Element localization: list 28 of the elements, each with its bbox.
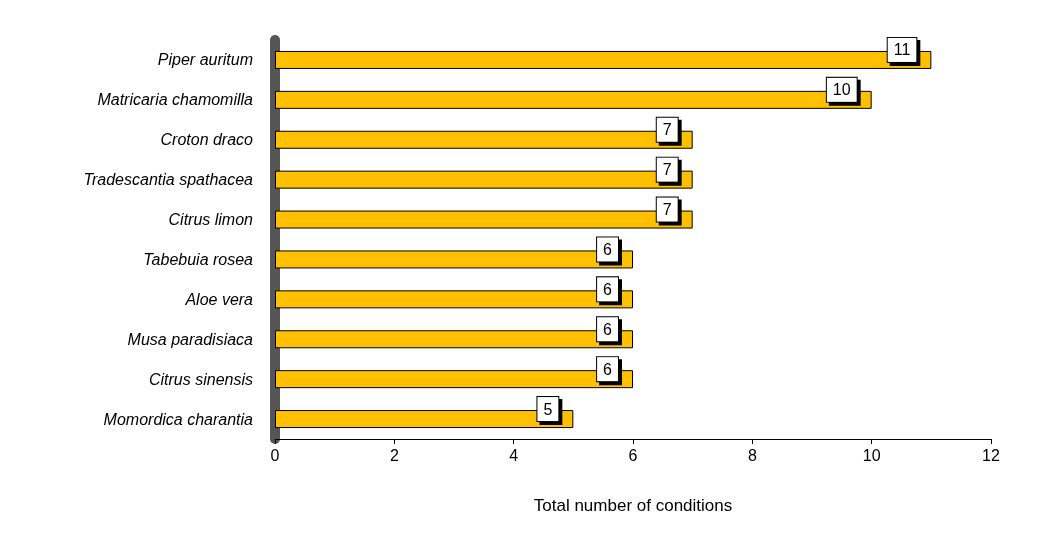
data-label: 7 — [662, 201, 672, 219]
data-label: 6 — [603, 240, 613, 258]
data-label: 7 — [662, 121, 672, 139]
y-tick-label: Citrus limon — [168, 211, 254, 229]
data-label: 7 — [662, 161, 672, 179]
x-axis-title: Total number of conditions — [533, 496, 733, 515]
y-tick-label: Croton draco — [160, 131, 254, 149]
x-tick-label: 10 — [862, 446, 881, 464]
y-tick-label: Momordica charantia — [103, 410, 254, 428]
y-tick-label: Tradescantia spathacea — [83, 171, 254, 189]
x-tick-label: 12 — [982, 446, 1000, 464]
data-label: 11 — [893, 41, 911, 59]
x-tick-label: 4 — [509, 446, 519, 464]
data-label: 6 — [603, 360, 613, 378]
data-label: 10 — [832, 81, 851, 99]
x-tick-label: 2 — [389, 446, 399, 464]
y-tick-label: Musa paradisiaca — [127, 330, 254, 348]
x-tick-label: 6 — [628, 446, 638, 464]
y-tick-label: Piper auritum — [157, 51, 253, 69]
data-label: 5 — [543, 400, 553, 418]
y-tick-label: Matricaria chamomilla — [97, 91, 254, 109]
y-tick-label: Aloe vera — [184, 290, 254, 308]
y-tick-label: Citrus sinensis — [148, 370, 253, 388]
x-tick-label: 8 — [747, 446, 757, 464]
data-label: 6 — [603, 320, 613, 338]
data-label: 6 — [603, 280, 613, 298]
y-tick-label: Tabebuia rosea — [143, 250, 254, 268]
x-tick-label: 0 — [270, 446, 280, 464]
